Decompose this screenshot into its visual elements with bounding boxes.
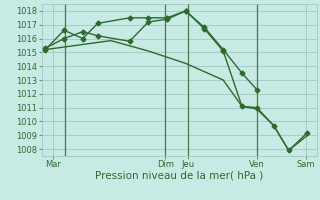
X-axis label: Pression niveau de la mer( hPa ): Pression niveau de la mer( hPa ) [95,171,263,181]
